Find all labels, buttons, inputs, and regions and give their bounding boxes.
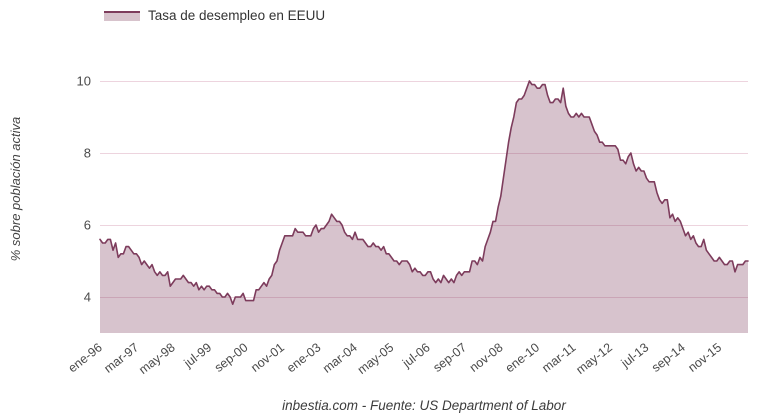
- legend-area-swatch-icon: [104, 10, 140, 21]
- y-tick-label: 4: [84, 290, 91, 305]
- y-tick-label: 10: [77, 74, 91, 89]
- x-tick-label: nov-15: [685, 340, 724, 375]
- x-tick-label: may-98: [136, 340, 178, 377]
- series-line[interactable]: [99, 80, 749, 305]
- series-area-fill[interactable]: [100, 81, 748, 333]
- x-tick-label: sep-00: [212, 340, 251, 375]
- x-tick-label: jul-13: [618, 340, 652, 370]
- x-tick-label: mar-97: [101, 340, 141, 375]
- x-tick-label: nov-01: [248, 340, 287, 375]
- source-caption: inbestia.com - Fuente: US Department of …: [282, 398, 566, 413]
- x-tick-label: mar-04: [320, 340, 360, 375]
- x-tick-label: sep-14: [649, 340, 688, 375]
- x-tick-label: mar-11: [539, 340, 578, 375]
- x-tick-label: jul-99: [181, 340, 215, 370]
- legend-item[interactable]: Tasa de desempleo en EEUU: [104, 8, 325, 23]
- x-tick-label: nov-08: [467, 340, 506, 375]
- x-tick-label: jul-06: [399, 340, 433, 370]
- x-tick-label: sep-07: [430, 340, 469, 375]
- y-tick-label: 6: [84, 218, 91, 233]
- x-tick-label: ene-96: [66, 340, 105, 375]
- x-tick-label: may-12: [573, 340, 615, 377]
- x-tick-label: ene-03: [284, 340, 323, 375]
- y-axis-title: % sobre población activa: [8, 116, 23, 262]
- legend-label: Tasa de desempleo en EEUU: [148, 8, 326, 23]
- x-tick-label: may-05: [355, 340, 397, 377]
- x-tick-label: ene-10: [503, 340, 542, 375]
- y-tick-label: 8: [84, 146, 91, 161]
